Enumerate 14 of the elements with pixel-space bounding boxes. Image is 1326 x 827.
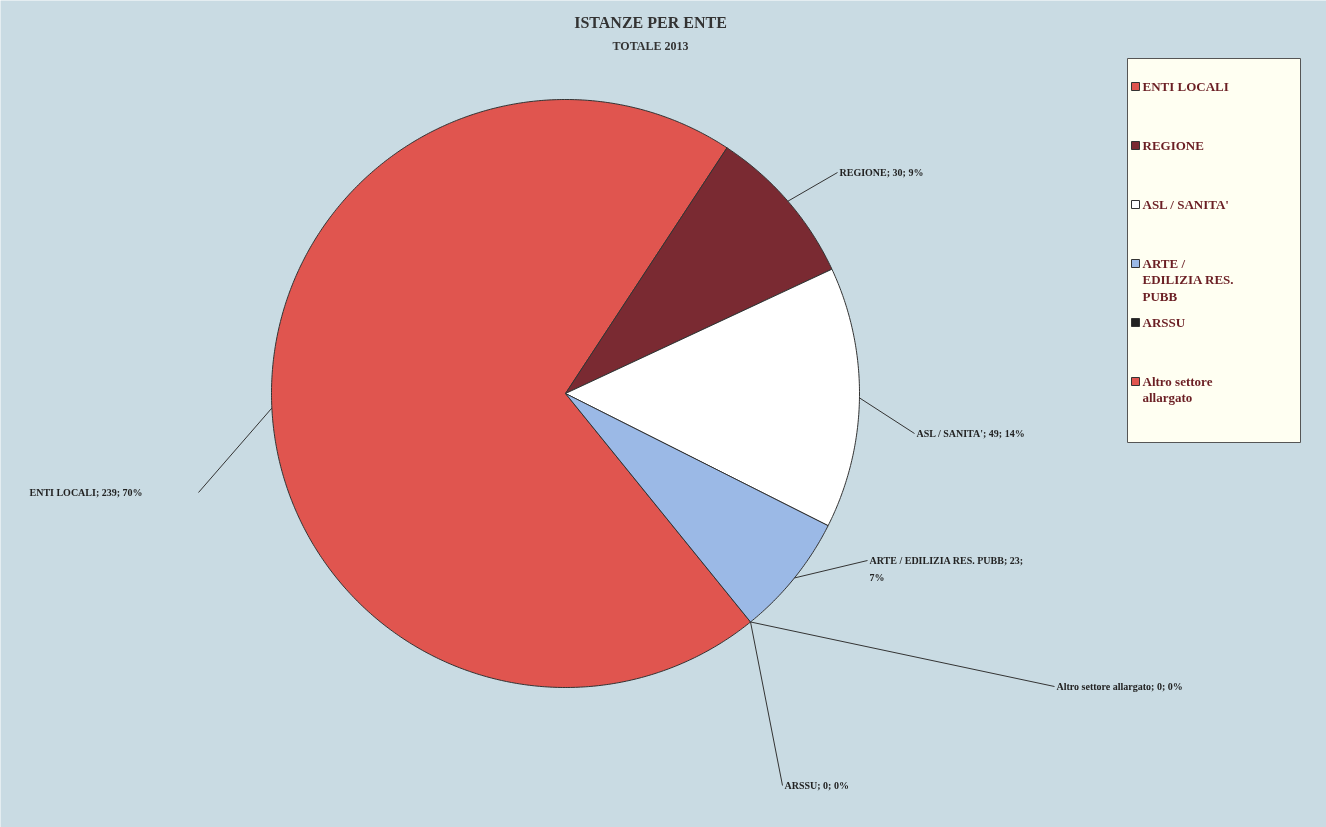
legend-label: ARTE / EDILIZIA RES. PUBB bbox=[1142, 255, 1234, 304]
legend-label: ASL / SANITA' bbox=[1142, 196, 1229, 212]
chart-subtitle: TOTALE 2013 bbox=[612, 38, 689, 53]
text: ARSSU; 0; 0% bbox=[784, 779, 849, 791]
data-label: REGIONE; 30; 9% bbox=[839, 166, 924, 178]
data-label: ASL / SANITA'; 49; 14% bbox=[916, 427, 1025, 439]
legend-label: REGIONE bbox=[1142, 137, 1204, 153]
data-label: ARTE / EDILIZIA RES. PUBB; 23; 7% bbox=[869, 554, 1024, 584]
legend-label: ENTI LOCALI bbox=[1142, 78, 1229, 94]
text: Altro settore allargato; 0; 0% bbox=[1056, 680, 1183, 692]
legend-label: Altro settore allargato bbox=[1142, 373, 1213, 405]
legend-label: ARSSU bbox=[1142, 314, 1186, 330]
data-label: ENTI LOCALI; 239; 70% bbox=[29, 487, 143, 498]
chart-title: ISTANZE PER ENTE bbox=[574, 14, 727, 31]
